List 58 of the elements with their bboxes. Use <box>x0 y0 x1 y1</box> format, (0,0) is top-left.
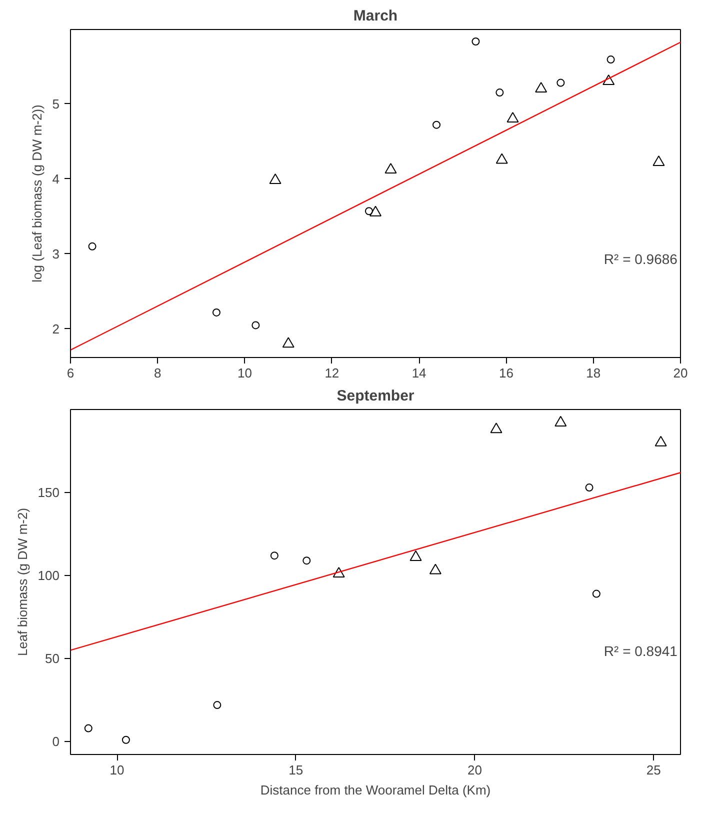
y-tick-label: 4 <box>52 171 60 186</box>
point <box>252 321 260 330</box>
point <box>592 590 600 598</box>
point <box>554 416 567 426</box>
annotation: R² = 0.9686 <box>604 251 678 268</box>
point <box>384 163 397 174</box>
point <box>122 736 130 744</box>
x-tick-label: 6 <box>66 366 74 380</box>
point <box>332 567 345 578</box>
x-tick-label: 20 <box>673 366 688 380</box>
point <box>496 88 504 97</box>
y-axis-title: Leaf biomass (g DW m-2) <box>14 508 30 656</box>
point <box>585 484 594 492</box>
x-tick-label: 16 <box>498 366 514 380</box>
y-tick-label: 3 <box>52 246 60 262</box>
x-tick-label: 12 <box>324 366 340 380</box>
x-tick-label: 20 <box>468 762 482 778</box>
x-tick-label: 14 <box>412 366 426 380</box>
chart-title: September <box>336 388 414 404</box>
point <box>535 82 548 92</box>
y-tick-label: 100 <box>38 568 60 584</box>
annotation: R² = 0.8941 <box>604 643 678 659</box>
x-tick-label: 15 <box>288 762 304 778</box>
point <box>410 550 422 561</box>
point <box>270 552 278 560</box>
point <box>606 56 615 64</box>
y-axis-title: log (Leaf biomass (g DW m-2)) <box>29 104 44 282</box>
point <box>432 120 440 129</box>
point <box>496 153 508 164</box>
point <box>602 74 615 85</box>
y-tick-label: 0 <box>52 734 60 750</box>
x-axis-title: Distance from the Wooramel Delta (Km) <box>260 782 491 798</box>
x-tick-label: 18 <box>586 366 601 380</box>
x-tick-label: 10 <box>238 366 252 380</box>
point <box>302 556 311 565</box>
point <box>212 308 220 316</box>
x-tick-label: 25 <box>646 762 661 778</box>
x-tick-label: 8 <box>154 366 162 380</box>
point <box>88 242 96 250</box>
y-tick-label: 50 <box>45 651 60 666</box>
point <box>490 422 502 434</box>
point <box>472 38 480 46</box>
point <box>429 564 442 574</box>
point <box>84 724 92 732</box>
chart-title: March <box>353 8 398 24</box>
point <box>556 78 565 87</box>
point <box>282 337 294 348</box>
y-tick-label: 2 <box>52 321 60 336</box>
point <box>506 112 519 122</box>
point <box>364 207 373 216</box>
point <box>654 436 667 446</box>
point <box>652 156 665 166</box>
y-tick-label: 5 <box>52 96 60 112</box>
y-tick-label: 150 <box>38 485 60 500</box>
point <box>213 701 222 710</box>
point <box>370 206 382 216</box>
x-tick-label: 10 <box>110 762 124 778</box>
point <box>269 174 282 184</box>
